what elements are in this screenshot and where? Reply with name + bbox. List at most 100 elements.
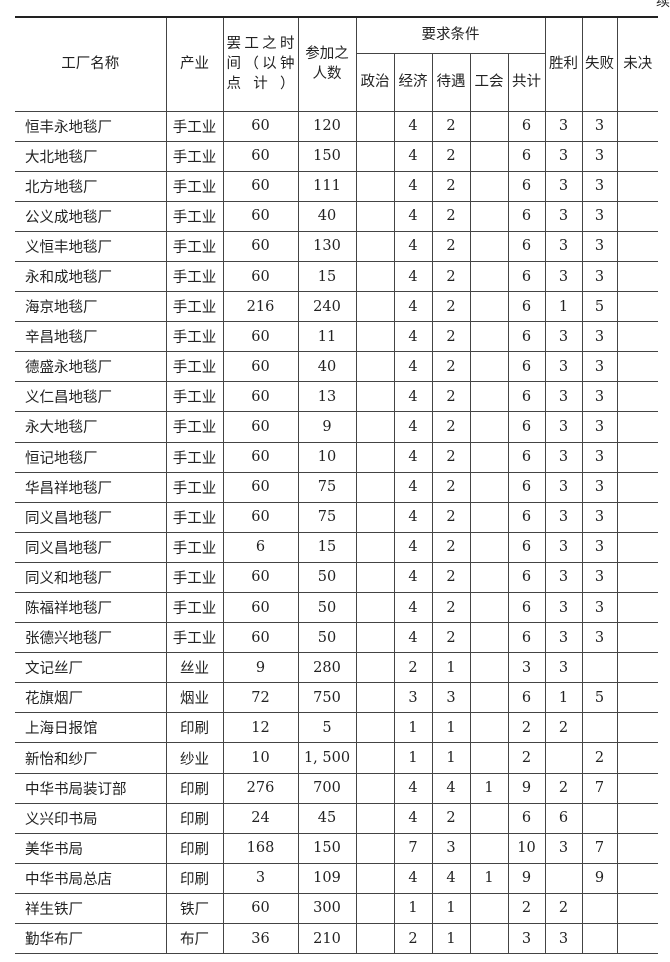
cell-win: 3 [544,441,583,473]
cell-industry: 手工业 [165,591,224,624]
cell-win: 1 [544,682,583,714]
cell-total: 6 [507,682,546,714]
cell-industry: 印刷 [165,802,224,834]
cell-win [544,862,583,894]
cell-duration: 10 [222,742,299,774]
cell-name: 恒丰永地毯厂 [15,110,167,142]
cell-loss [581,892,618,925]
cell-total: 2 [507,742,546,774]
cell-name: 同义和地毯厂 [15,561,167,594]
table-row: 上海日报馆 印刷 12 5 1 1 2 2 [15,712,659,744]
cell-name: 永大地毯厂 [15,411,167,443]
header-win: 胜利 [544,16,583,112]
cell-pending [616,260,659,293]
cell-win: 3 [544,832,583,864]
cell-pending [616,652,659,684]
cell-loss [581,652,618,684]
cell-treatment: 2 [431,531,471,563]
cell-duration: 60 [222,591,299,624]
cell-loss: 3 [581,110,618,142]
cell-economic: 4 [393,381,433,413]
cell-win: 2 [544,772,583,804]
cell-pending [616,230,659,262]
cell-treatment: 2 [431,501,471,533]
cell-treatment: 2 [431,802,471,834]
cell-industry: 手工业 [165,140,224,172]
cell-industry: 手工业 [165,170,224,202]
cell-industry: 手工业 [165,200,224,232]
cell-political [355,351,395,383]
cell-economic: 4 [393,561,433,594]
header-economic: 经济 [393,52,433,112]
cell-name: 同义昌地毯厂 [15,531,167,563]
table-row: 同义昌地毯厂 手工业 60 75 4 2 6 3 3 [15,501,659,533]
cell-participants: 40 [297,200,357,232]
cell-participants: 75 [297,471,357,503]
cell-pending [616,892,659,925]
cell-union [469,260,509,293]
cell-participants: 50 [297,591,357,624]
cell-duration: 60 [222,110,299,142]
cell-total: 6 [507,170,546,202]
table-row: 勤华布厂 布厂 36 210 2 1 3 3 [15,923,659,955]
cell-treatment: 2 [431,110,471,142]
cell-win: 3 [544,260,583,293]
cell-win: 3 [544,471,583,503]
table-row: 张德兴地毯厂 手工业 60 50 4 2 6 3 3 [15,622,659,654]
cell-pending [616,923,659,955]
cell-economic: 4 [393,200,433,232]
table-row: 义兴印书局 印刷 24 45 4 2 6 6 [15,802,659,834]
cell-name: 义恒丰地毯厂 [15,230,167,262]
cell-win [544,742,583,774]
cell-treatment: 4 [431,862,471,894]
cell-political [355,561,395,594]
cell-win: 3 [544,351,583,383]
cell-win: 3 [544,411,583,443]
cell-pending [616,682,659,714]
header-treatment: 待遇 [431,52,471,112]
cell-total: 6 [507,260,546,293]
cell-industry: 铁厂 [165,892,224,925]
header-participants: 参加之人数 [297,16,357,112]
cell-economic: 4 [393,411,433,443]
cell-pending [616,742,659,774]
cell-loss [581,923,618,955]
cell-economic: 4 [393,110,433,142]
header-pending: 未决 [616,16,659,112]
cell-political [355,471,395,503]
cell-union [469,892,509,925]
cell-duration: 60 [222,170,299,202]
cell-loss: 3 [581,501,618,533]
cell-duration: 6 [222,531,299,563]
cell-win: 3 [544,531,583,563]
cell-participants: 210 [297,923,357,955]
table-row: 大北地毯厂 手工业 60 150 4 2 6 3 3 [15,140,659,172]
cell-union [469,622,509,654]
cell-loss: 3 [581,260,618,293]
cell-loss: 3 [581,441,618,473]
cell-participants: 109 [297,862,357,894]
cell-industry: 手工业 [165,351,224,383]
cell-participants: 240 [297,291,357,323]
cell-pending [616,802,659,834]
table-row: 祥生铁厂 铁厂 60 300 1 1 2 2 [15,892,659,925]
cell-political [355,501,395,533]
table-row: 同义昌地毯厂 手工业 6 15 4 2 6 3 3 [15,531,659,563]
cell-participants: 300 [297,892,357,925]
cell-win: 3 [544,200,583,232]
cell-political [355,742,395,774]
cell-union [469,471,509,503]
cell-win: 3 [544,652,583,684]
cell-pending [616,501,659,533]
header-loss: 失败 [581,16,618,112]
cell-economic: 4 [393,260,433,293]
cell-duration: 216 [222,291,299,323]
cell-participants: 1, 500 [297,742,357,774]
table-row: 陈福祥地毯厂 手工业 60 50 4 2 6 3 3 [15,591,659,624]
cell-political [355,892,395,925]
cell-political [355,411,395,443]
cell-participants: 75 [297,501,357,533]
cell-win: 3 [544,230,583,262]
cell-industry: 手工业 [165,501,224,533]
cell-total: 6 [507,351,546,383]
